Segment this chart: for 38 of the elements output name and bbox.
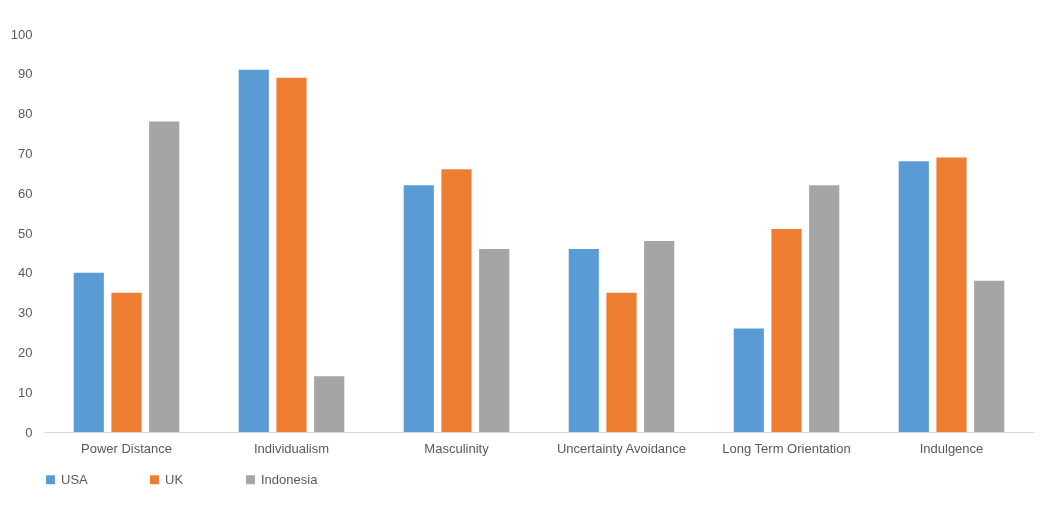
bar	[733, 328, 764, 432]
x-tick-label: Masculinity	[424, 440, 490, 456]
bar	[149, 121, 180, 432]
bar	[606, 292, 637, 432]
y-tick-label: 50	[18, 225, 33, 241]
y-tick-label: 70	[18, 145, 33, 161]
y-tick-label: 80	[18, 106, 33, 122]
legend-label: Indonesia	[261, 471, 319, 487]
bar	[479, 248, 510, 432]
x-tick-label: Uncertainty Avoidance	[556, 440, 687, 456]
bar	[111, 292, 142, 432]
bar	[936, 157, 967, 432]
bar	[314, 376, 345, 432]
x-tick-label: Indulgence	[919, 440, 984, 456]
legend-label: UK	[165, 471, 184, 487]
bar	[898, 161, 929, 432]
x-tick-label: Power Distance	[80, 440, 173, 456]
y-tick-label: 10	[18, 384, 33, 400]
y-tick-label: 100	[10, 26, 33, 42]
bar	[238, 69, 269, 432]
y-tick-label: 60	[18, 185, 33, 201]
y-tick-label: 20	[18, 344, 33, 360]
x-tick-label: Long Term Orientation	[722, 440, 851, 456]
bar	[73, 272, 104, 432]
bar	[403, 185, 434, 432]
y-tick-label: 30	[18, 305, 33, 321]
legend-label: USA	[61, 471, 89, 487]
y-tick-label: 0	[25, 424, 33, 440]
bar	[974, 280, 1005, 432]
y-tick-label: 90	[18, 66, 33, 82]
bar	[771, 229, 802, 432]
x-tick-label: Individualism	[253, 440, 330, 456]
bar	[441, 169, 472, 432]
bar	[276, 77, 307, 432]
y-tick-label: 40	[18, 265, 33, 281]
bar	[809, 185, 840, 432]
bar	[568, 248, 599, 432]
bar	[644, 240, 675, 432]
